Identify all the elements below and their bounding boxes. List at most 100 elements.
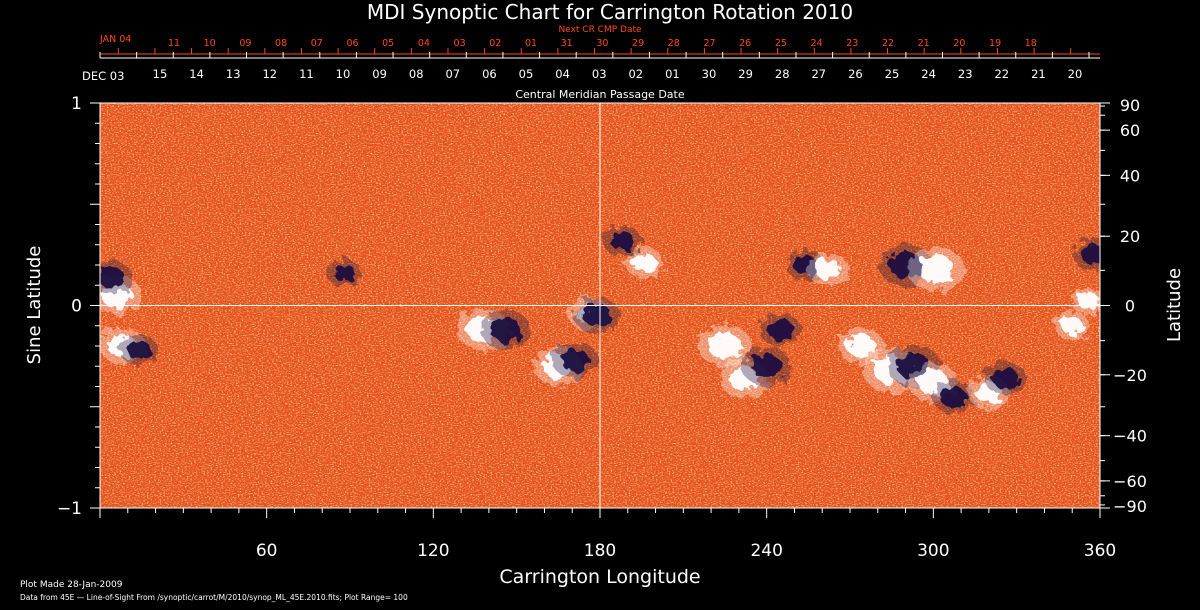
x-axis-label: Carrington Longitude (499, 566, 700, 588)
y-right-tick-label: −60 (1113, 472, 1147, 491)
next-date-label: 05 (382, 38, 394, 49)
cmp-date-label: 22 (994, 67, 1009, 81)
next-date-label: 30 (596, 38, 608, 49)
y-right-tick-label: 20 (1120, 227, 1140, 246)
top-axis-label: Central Meridian Passage Date (515, 88, 684, 101)
next-date-label: 09 (239, 38, 251, 49)
plot-made-text: Plot Made 28-Jan-2009 (20, 580, 123, 590)
cmp-date-label: 27 (811, 67, 826, 81)
y-right-tick-label: 60 (1120, 121, 1140, 140)
flux-region (1078, 292, 1100, 311)
flux-region (846, 334, 876, 358)
flux-region (582, 304, 612, 327)
cmp-month-label: DEC 03 (82, 69, 124, 83)
flux-region (992, 368, 1019, 389)
next-date-label: 19 (989, 38, 1001, 49)
next-date-label: 07 (311, 38, 323, 49)
cmp-date-label: 14 (189, 67, 204, 81)
cmp-date-label: 24 (921, 67, 936, 81)
next-date-label: 23 (846, 38, 858, 49)
cmp-date-label: 15 (153, 67, 168, 81)
x-tick-label: 120 (417, 541, 449, 561)
flux-region (767, 319, 794, 341)
cmp-date-label: 01 (665, 67, 680, 81)
flux-region (708, 332, 742, 360)
y-axis-right-label: Latitude (1164, 268, 1185, 342)
next-date-label: 04 (418, 38, 430, 49)
next-date-label: 01 (525, 38, 537, 49)
flux-region (918, 255, 955, 284)
flux-region (1081, 244, 1100, 266)
cmp-date-label: 29 (738, 67, 753, 81)
cmp-date-label: 02 (628, 67, 643, 81)
next-date-label: 20 (953, 38, 965, 49)
next-cr-label: Next CR CMP Date (558, 25, 642, 35)
next-date-label: 10 (204, 38, 216, 49)
cmp-date-axis: 15 14 13 12 11 10 09 08 07 06 05 04 03 02 01 30 29 28 27 26… (82, 52, 1100, 83)
next-month-label: JAN 04 (99, 34, 131, 45)
flux-region (610, 231, 635, 251)
y-right-tick-label: −20 (1113, 366, 1147, 385)
chart-title: MDI Synoptic Chart for Carrington Rotati… (367, 0, 853, 24)
next-date-label: 06 (346, 38, 358, 49)
y-right-tick-label: 0 (1125, 297, 1135, 316)
next-date-label: 22 (882, 38, 894, 49)
x-axis: 60 120 180 240 300 360 (99, 508, 1116, 561)
cmp-date-label: 13 (226, 67, 241, 81)
y-axis-left-label: Sine Latitude (24, 246, 45, 365)
cmp-date-label: 03 (592, 67, 607, 81)
next-date-label: 26 (739, 38, 751, 49)
x-tick-label: 300 (917, 541, 949, 561)
flux-region (489, 317, 522, 342)
cmp-date-label: 06 (482, 67, 497, 81)
next-date-label: 24 (811, 38, 823, 49)
next-date-label: 29 (632, 38, 644, 49)
next-date-label: 02 (489, 38, 501, 49)
cmp-date-label: 11 (299, 67, 314, 81)
y-right-tick-label: −40 (1113, 427, 1147, 446)
cmp-date-label: 25 (885, 67, 900, 81)
cmp-date-label: 10 (336, 67, 351, 81)
flux-region (751, 354, 783, 379)
next-date-label: 28 (668, 38, 680, 49)
next-date-label: 27 (703, 38, 715, 49)
cmp-date-label: 12 (262, 67, 277, 81)
next-date-label: 21 (918, 38, 930, 49)
x-tick-label: 360 (1084, 541, 1116, 561)
y-axis-right: 90 60 40 20 0 −20 −40 −60 −90 (1100, 96, 1147, 516)
next-date-label: 08 (275, 38, 287, 49)
next-date-label: 11 (168, 38, 180, 49)
cmp-date-label: 04 (555, 67, 570, 81)
flux-region (632, 253, 657, 273)
x-tick-label: 60 (256, 541, 278, 561)
cmp-date-label: 28 (775, 67, 790, 81)
cmp-date-label: 21 (1031, 67, 1046, 81)
cmp-date-label: 30 (702, 67, 717, 81)
cmp-date-label: 26 (848, 67, 863, 81)
y-right-tick-label: 40 (1120, 166, 1140, 185)
y-right-tick-label: −90 (1113, 497, 1147, 516)
next-date-label: 18 (1025, 38, 1037, 49)
cmp-date-label: 07 (445, 67, 460, 81)
flux-region (333, 264, 356, 282)
cmp-date-label: 09 (372, 67, 387, 81)
next-date-label: 31 (561, 38, 573, 49)
y-left-tick-label: −1 (57, 499, 82, 519)
x-tick-label: 180 (584, 541, 616, 561)
next-date-label: 25 (775, 38, 787, 49)
flux-region (814, 258, 841, 280)
y-left-tick-label: 0 (71, 297, 82, 317)
flux-region (939, 386, 966, 408)
y-axis-left: 1 0 −1 (57, 94, 100, 519)
cmp-date-label: 05 (519, 67, 534, 81)
y-left-tick-label: 1 (71, 94, 82, 114)
data-source-text: Data from 45E — Line-of-Sight From /syno… (20, 593, 408, 602)
cmp-date-label: 23 (958, 67, 973, 81)
flux-region (100, 266, 125, 288)
cmp-date-label: 20 (1068, 67, 1083, 81)
flux-region (126, 340, 151, 360)
flux-region (1061, 317, 1084, 335)
next-date-label: 03 (454, 38, 466, 49)
x-tick-label: 240 (750, 541, 782, 561)
